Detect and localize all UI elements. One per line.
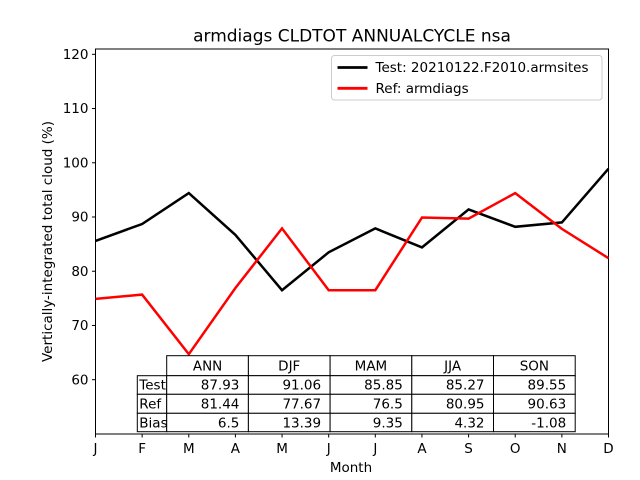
x-axis-label: Month — [330, 460, 372, 476]
series-lines — [95, 167, 610, 357]
table-header-label: ANN — [193, 359, 222, 375]
table-header-label: JJA — [443, 359, 462, 375]
y-tick-label: 120 — [63, 47, 89, 63]
x-tick-label: O — [510, 441, 521, 457]
chart-title: armdiags CLDTOT ANNUALCYCLE nsa — [193, 27, 511, 47]
x-tick-label: A — [417, 441, 427, 457]
x-tick-label: M — [276, 441, 288, 457]
table-header-label: DJF — [278, 359, 300, 375]
y-axis-label: Vertically-integrated total cloud (%) — [40, 121, 56, 362]
y-tick-label: 90 — [71, 210, 88, 226]
y-tick-label: 70 — [71, 318, 88, 334]
table-value: 77.67 — [282, 396, 321, 412]
series-line-ref — [95, 191, 610, 357]
table-row-label: Test — [138, 378, 166, 394]
table-value: 87.93 — [201, 378, 240, 394]
legend-test-label: Test: 20210122.F2010.armsites — [375, 60, 589, 76]
y-tick-label: 110 — [63, 101, 89, 117]
y-tick-label: 80 — [71, 264, 88, 280]
x-tick-label: M — [183, 441, 195, 457]
y-tick-label: 100 — [63, 155, 89, 171]
stats-table: ANN DJF MAM JJA SON Test 87.93 91.06 85.85 85.27 8… — [136, 355, 576, 433]
x-tick-label: N — [557, 441, 567, 457]
table-value: 76.5 — [373, 396, 403, 412]
y-tick-label: 60 — [71, 372, 88, 388]
legend-ref-label: Ref: armdiags — [376, 81, 469, 97]
table-value: 6.5 — [218, 415, 239, 431]
table-header-label: SON — [520, 359, 549, 375]
legend-box — [331, 55, 603, 101]
series-line-test — [95, 167, 610, 292]
table-value: 85.27 — [446, 378, 485, 394]
table-value: -1.08 — [531, 415, 566, 431]
table-row-label: Bias — [139, 415, 167, 431]
table-value: 9.35 — [373, 415, 403, 431]
table-row-label: Ref — [139, 396, 162, 412]
table-value: 90.63 — [528, 396, 567, 412]
legend: Test: 20210122.F2010.armsites Ref: armdi… — [331, 55, 603, 101]
table-value: 89.55 — [528, 378, 567, 394]
table-value-cell — [493, 412, 576, 433]
table-value: 81.44 — [201, 396, 240, 412]
table-value: 91.06 — [282, 378, 321, 394]
table-value: 80.95 — [446, 396, 485, 412]
x-tick-label: F — [138, 441, 146, 457]
x-tick-label: J — [326, 441, 331, 457]
x-tick-label: J — [372, 441, 377, 457]
table-value: 13.39 — [282, 415, 321, 431]
table-value: 85.85 — [364, 378, 403, 394]
table-value: 4.32 — [454, 415, 484, 431]
x-tick-label: J — [93, 441, 98, 457]
x-tick-label: A — [231, 441, 241, 457]
x-tick-label: D — [603, 441, 613, 457]
y-axis-ticks: 60 70 80 90 100 110 120 — [63, 47, 96, 388]
table-header-label: MAM — [355, 359, 388, 375]
x-tick-label: S — [464, 441, 473, 457]
